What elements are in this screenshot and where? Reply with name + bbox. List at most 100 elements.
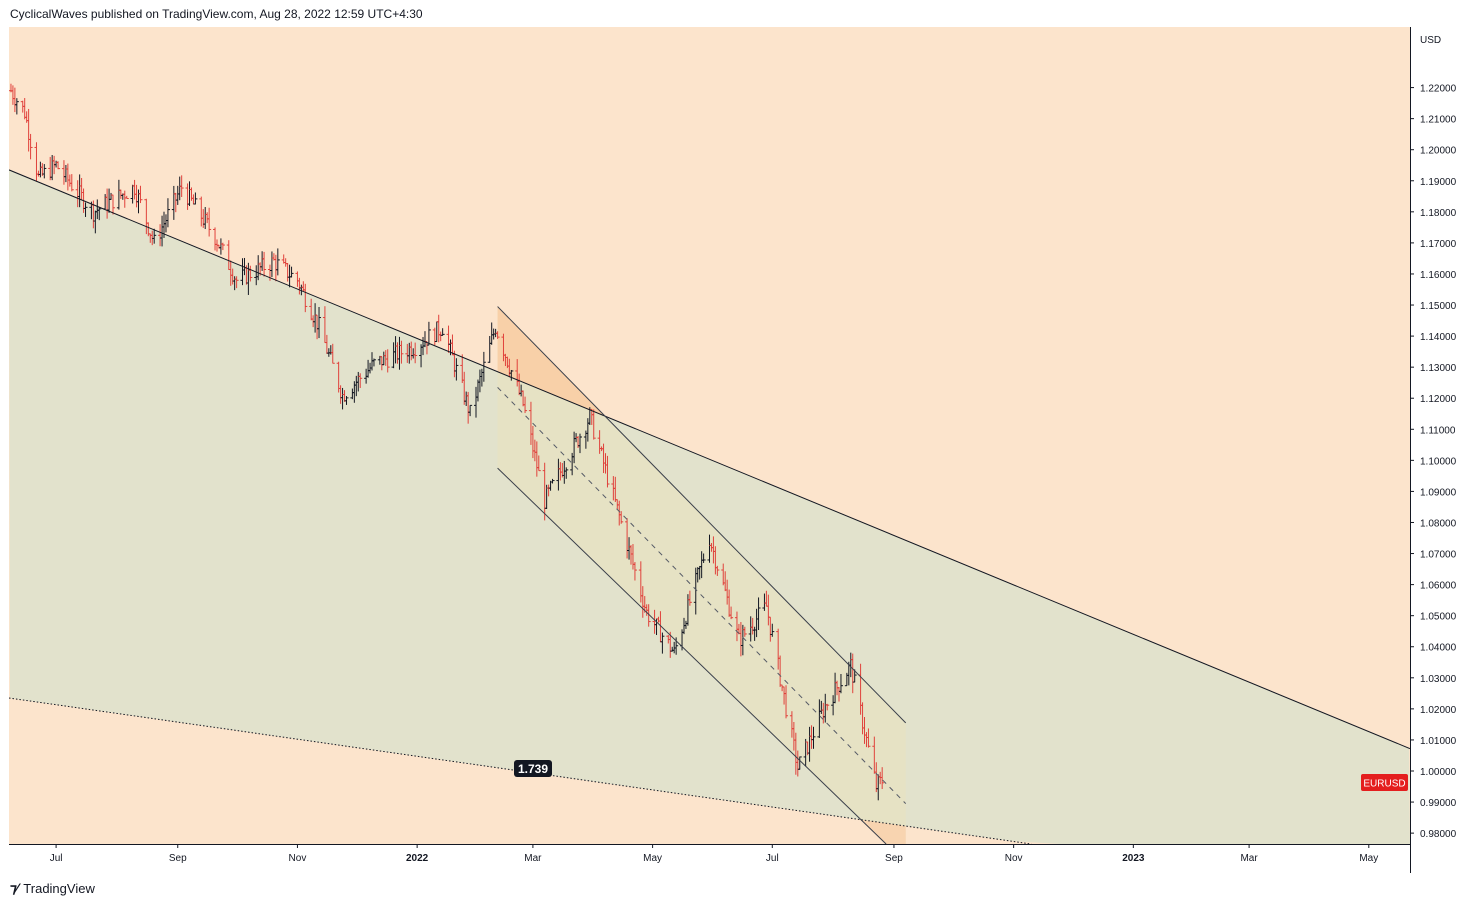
ohlc-bar (413, 342, 418, 364)
ohlc-bar (83, 202, 88, 217)
ohlc-bar (523, 396, 528, 414)
footer-brand[interactable]: ⁊⁄ TradingView (10, 880, 95, 897)
ohlc-bar (742, 626, 747, 637)
y-tick-label: 1.15000 (1420, 301, 1457, 312)
symbol-label: EURUSD (1363, 779, 1405, 790)
ohlc-bar (660, 632, 665, 654)
time-axis[interactable]: Jul Sep Nov 2022 Mar May Jul Sep Nov 2023 Mar May (50, 844, 1379, 864)
publisher-caption: CyclicalWaves published on TradingView.c… (10, 7, 423, 21)
ohlc-bar (385, 349, 390, 373)
ohlc-bar (495, 331, 500, 339)
ohlc-bar (97, 207, 102, 221)
y-tick-label: 1.18000 (1420, 208, 1457, 219)
ohlc-bar (454, 358, 459, 381)
y-tick-label: 1.03000 (1420, 674, 1457, 685)
ohlc-bar (234, 276, 239, 289)
y-tick-label: 0.99000 (1420, 798, 1457, 809)
ohlc-bar (344, 396, 349, 405)
ohlc-bar (756, 597, 761, 631)
ohlc-bar (14, 98, 19, 115)
channel-lower-line[interactable] (497, 467, 887, 844)
ohlc-bar (797, 756, 802, 770)
ohlc-bar (289, 266, 294, 278)
ohlc-bar (124, 195, 129, 199)
descending-resistance-line[interactable] (9, 169, 1410, 750)
wedge-fill (861, 819, 906, 844)
x-tick-label: Sep (169, 853, 187, 864)
trendlines (9, 169, 1410, 844)
y-tick-label: 1.21000 (1420, 115, 1457, 126)
y-tick-label: 1.00000 (1420, 767, 1457, 778)
ohlc-bar (536, 455, 541, 472)
y-tick-label: 1.09000 (1420, 487, 1457, 498)
x-tick-label: May (643, 853, 662, 864)
y-tick-label: 1.12000 (1420, 394, 1457, 405)
ohlc-bar (784, 685, 789, 719)
x-tick-label: May (1359, 853, 1378, 864)
lower-support-line[interactable] (9, 697, 1032, 844)
ohlc-bar (440, 328, 445, 336)
ohlc-bar (701, 553, 706, 563)
ohlc-bar (371, 358, 376, 367)
ohlc-bar (811, 726, 816, 749)
y-tick-label: 1.06000 (1420, 581, 1457, 592)
ohlc-bar (605, 455, 610, 488)
ohlc-bar (715, 565, 720, 576)
ohlc-bar (687, 590, 692, 606)
chart-container[interactable]: 1.739 USD 1.22000 1.21000 1.20000 1.19000 1.… (9, 27, 1469, 878)
ohlc-bar (262, 251, 267, 277)
ohlc-bar (56, 161, 61, 170)
ohlc-bar (303, 283, 308, 313)
symbol-badge: EURUSD (1361, 774, 1408, 791)
ohlc-bar (110, 194, 115, 215)
x-tick-label: 2023 (1122, 853, 1145, 864)
y-tick-label: 1.05000 (1420, 612, 1457, 623)
eurusd-chart[interactable]: 1.739 USD 1.22000 1.21000 1.20000 1.19000 1.… (9, 27, 1469, 873)
y-tick-label: 1.16000 (1420, 270, 1457, 281)
y-tick-label: 1.08000 (1420, 518, 1457, 529)
y-tick-label: 1.13000 (1420, 363, 1457, 374)
y-tick-label: 1.22000 (1420, 84, 1457, 95)
ohlc-bar (564, 467, 569, 479)
ohlc-bar (509, 369, 514, 381)
x-tick-label: Nov (1005, 853, 1023, 864)
ohlc-bar (179, 175, 184, 197)
last-value-text: 1.739 (518, 762, 548, 776)
ohlc-bar (825, 703, 830, 711)
ohlc-bar (28, 133, 33, 160)
x-tick-label: Mar (524, 853, 542, 864)
y-tick-label: 1.10000 (1420, 456, 1457, 467)
ohlc-bar (550, 478, 555, 484)
ohlc-bar (275, 248, 280, 276)
x-tick-label: Jul (50, 853, 63, 864)
brand-label: TradingView (23, 881, 95, 896)
ohlc-bar (838, 673, 843, 694)
x-tick-label: Sep (885, 853, 903, 864)
channel-upper-line[interactable] (497, 306, 907, 724)
ohlc-bar (426, 321, 431, 346)
ohlc-bar (152, 228, 157, 244)
y-tick-label: 1.02000 (1420, 705, 1457, 716)
price-axis[interactable]: USD 1.22000 1.21000 1.20000 1.19000 1.18000 1… (1410, 35, 1457, 840)
ohlc-bar (577, 433, 582, 454)
ohlc-bar (207, 207, 212, 237)
ohlc-bar (220, 242, 225, 251)
y-tick-label: 1.20000 (1420, 146, 1457, 157)
currency-label: USD (1420, 35, 1441, 46)
plot-area[interactable] (9, 27, 1410, 863)
y-tick-label: 0.98000 (1420, 829, 1457, 840)
ohlc-bar (330, 343, 335, 364)
channel-mid-line[interactable] (497, 386, 907, 804)
ohlc-bar (193, 192, 198, 205)
y-tick-label: 1.14000 (1420, 332, 1457, 343)
ohlc-bar (138, 185, 143, 204)
ohlc-bar (42, 164, 47, 179)
x-tick-label: Nov (289, 853, 307, 864)
ohlc-bar (591, 409, 596, 440)
y-tick-label: 1.01000 (1420, 736, 1457, 747)
ohlc-bar (248, 265, 253, 282)
x-tick-label: Jul (766, 853, 779, 864)
background-green-zone (9, 169, 1410, 844)
ohlc-bar (399, 340, 404, 364)
x-tick-label: Mar (1240, 853, 1258, 864)
